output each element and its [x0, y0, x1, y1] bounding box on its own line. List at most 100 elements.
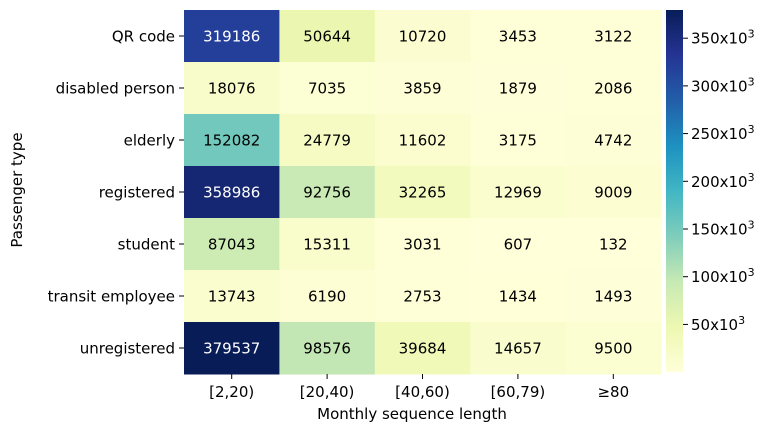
cell-value-label: 3122 [594, 28, 632, 46]
heatmap-cell [470, 166, 567, 219]
heatmap-cell [565, 218, 662, 271]
colorbar-tick-exponent: 3 [748, 28, 755, 41]
cell-value-label: 607 [504, 236, 533, 254]
heatmap-cell [374, 322, 471, 375]
heatmap-cell [470, 10, 567, 63]
colorbar-tick-label: 50x103 [691, 314, 745, 334]
x-axis-label: Monthly sequence length [317, 405, 507, 423]
colorbar-tick-label: 200x103 [691, 171, 755, 191]
cell-value-label: 32265 [399, 184, 447, 202]
colorbar-tick-base: 200x10 [691, 173, 748, 191]
cell-value-label: 18076 [208, 80, 256, 98]
heatmap-cell [374, 10, 471, 63]
colorbar-tick-base: 100x10 [691, 268, 748, 286]
colorbar-tick-label: 100x103 [691, 266, 755, 286]
cell-value-label: 13743 [208, 288, 256, 306]
colorbar-tick-base: 150x10 [691, 221, 748, 239]
colorbar-tick-exponent: 3 [738, 314, 745, 327]
cell-value-label: 14657 [494, 340, 542, 358]
heatmap-cell [184, 218, 280, 271]
x-tick-label: [20,40) [300, 383, 355, 401]
y-axis-label: Passenger type [8, 132, 26, 247]
colorbar-tick-exponent: 3 [748, 171, 755, 184]
cell-value-label: 4742 [594, 132, 632, 150]
cell-value-label: 98576 [303, 340, 351, 358]
heatmap-cell [184, 114, 280, 167]
colorbar-tick-label: 250x103 [691, 123, 755, 143]
colorbar-tick-base: 300x10 [691, 77, 748, 95]
heatmap-cell [565, 114, 662, 167]
cell-value-label: 319186 [203, 28, 260, 46]
heatmap-cell [374, 270, 471, 323]
cell-value-label: 15311 [303, 236, 351, 254]
colorbar-tick-exponent: 3 [748, 266, 755, 279]
heatmap-cell [565, 322, 662, 375]
colorbar-tick-label: 300x103 [691, 75, 755, 95]
heatmap-cell [279, 322, 376, 375]
colorbar-tick-exponent: 3 [748, 219, 755, 232]
cell-value-label: 1493 [594, 288, 632, 306]
heatmap-cells: 319186 50644 10720 3453 3122 18076 7035 3859 187… [184, 10, 662, 375]
heatmap-cell [374, 62, 471, 115]
cell-value-label: 10720 [399, 28, 447, 46]
heatmap-cell [565, 166, 662, 219]
heatmap-cell [374, 166, 471, 219]
x-tick-label: [60,79) [491, 383, 546, 401]
heatmap-cell [279, 10, 376, 63]
heatmap-cell [470, 62, 567, 115]
cell-value-label: 3031 [403, 236, 441, 254]
y-tick-label: unregistered [80, 340, 175, 358]
y-tick-label: elderly [124, 132, 175, 150]
heatmap-cell [279, 166, 376, 219]
colorbar-tick-label: 350x103 [691, 28, 755, 48]
cell-value-label: 1434 [499, 288, 537, 306]
cell-value-label: 1879 [499, 80, 537, 98]
cell-value-label: 3453 [499, 28, 537, 46]
heatmap-cell [470, 218, 567, 271]
cell-value-label: 39684 [399, 340, 447, 358]
y-axis: QR code disabled person elderly registered s… [48, 28, 184, 358]
cell-value-label: 2753 [403, 288, 441, 306]
x-tick-label: [40,60) [395, 383, 450, 401]
heatmap-cell [470, 322, 567, 375]
heatmap-cell [374, 218, 471, 271]
colorbar-tick-base: 50x10 [691, 316, 738, 334]
heatmap-cell [470, 270, 567, 323]
heatmap-cell [470, 114, 567, 167]
colorbar [666, 10, 683, 372]
cell-value-label: 358986 [203, 184, 260, 202]
colorbar-tick-base: 250x10 [691, 125, 748, 143]
y-tick-label: QR code [112, 28, 175, 46]
colorbar-tick-label: 150x103 [691, 219, 755, 239]
heatmap-cell [565, 62, 662, 115]
heatmap-cell [184, 10, 280, 63]
colorbar-tick-base: 350x10 [691, 30, 748, 48]
cell-value-label: 6190 [308, 288, 346, 306]
cell-value-label: 132 [599, 236, 628, 254]
cell-value-label: 152082 [203, 132, 260, 150]
y-tick-label: student [118, 236, 175, 254]
cell-value-label: 9009 [594, 184, 632, 202]
heatmap-cell [279, 218, 376, 271]
cell-value-label: 3175 [499, 132, 537, 150]
x-axis: [2,20) [20,40) [40,60) [60,79) ≥80 [209, 374, 629, 401]
heatmap-cell [279, 114, 376, 167]
heatmap-cell [565, 270, 662, 323]
heatmap-cell [279, 62, 376, 115]
y-tick-label: registered [99, 184, 175, 202]
colorbar-tick-exponent: 3 [748, 75, 755, 88]
y-tick-label: disabled person [56, 80, 175, 98]
heatmap-cell [184, 322, 280, 375]
colorbar-ticks: 50x103100x103150x103200x103250x103300x10… [683, 28, 755, 334]
cell-value-label: 9500 [594, 340, 632, 358]
cell-value-label: 24779 [303, 132, 351, 150]
cell-value-label: 12969 [494, 184, 542, 202]
x-tick-label: ≥80 [597, 383, 629, 401]
heatmap-cell [184, 62, 280, 115]
cell-value-label: 87043 [208, 236, 256, 254]
cell-value-label: 7035 [308, 80, 346, 98]
cell-value-label: 2086 [594, 80, 632, 98]
heatmap-cell [565, 10, 662, 63]
heatmap-cell [374, 114, 471, 167]
